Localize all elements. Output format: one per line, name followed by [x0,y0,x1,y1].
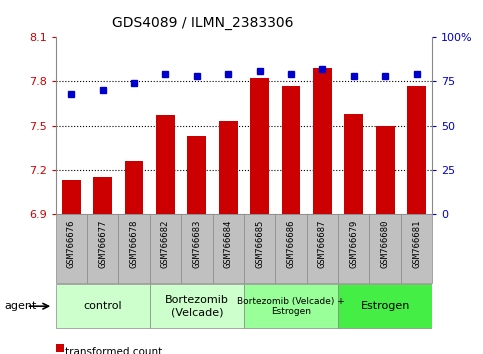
Bar [338,284,432,328]
Text: Bortezomib
(Velcade): Bortezomib (Velcade) [165,295,229,317]
Bar [338,214,369,283]
Bar [125,161,143,214]
Text: GSM766680: GSM766680 [381,220,390,268]
Text: GSM766687: GSM766687 [318,220,327,268]
Bar [275,214,307,283]
Text: GDS4089 / ILMN_2383306: GDS4089 / ILMN_2383306 [112,16,294,30]
Text: GSM766677: GSM766677 [98,220,107,268]
Text: GSM766686: GSM766686 [286,220,296,268]
Text: GSM766684: GSM766684 [224,220,233,268]
Bar [62,180,81,214]
Bar [244,214,275,283]
Bar [156,115,175,214]
Bar [87,214,118,283]
Text: GSM766676: GSM766676 [67,220,76,268]
Bar [181,214,213,283]
Bar [282,86,300,214]
Bar [376,126,395,214]
Bar [250,79,269,214]
Bar [56,214,87,283]
Bar [56,284,150,328]
Text: GSM766685: GSM766685 [255,220,264,268]
Bar [313,68,332,214]
Bar [401,214,432,283]
Bar [344,114,363,214]
Text: GSM766683: GSM766683 [192,220,201,268]
Bar [244,284,338,328]
Bar [150,214,181,283]
Bar [150,284,244,328]
Text: transformed count: transformed count [65,347,162,354]
Text: Estrogen: Estrogen [360,301,410,311]
Text: agent: agent [5,301,37,311]
Text: Bortezomib (Velcade) +
Estrogen: Bortezomib (Velcade) + Estrogen [237,297,345,316]
Bar [93,177,112,214]
Bar [407,86,426,214]
Bar [307,214,338,283]
Bar [118,214,150,283]
Text: GSM766681: GSM766681 [412,220,421,268]
Bar [369,214,401,283]
Text: GSM766682: GSM766682 [161,220,170,268]
Text: GSM766679: GSM766679 [349,220,358,268]
Bar [187,136,206,214]
Bar [213,214,244,283]
Text: control: control [84,301,122,311]
Text: GSM766678: GSM766678 [129,220,139,268]
Bar [219,121,238,214]
